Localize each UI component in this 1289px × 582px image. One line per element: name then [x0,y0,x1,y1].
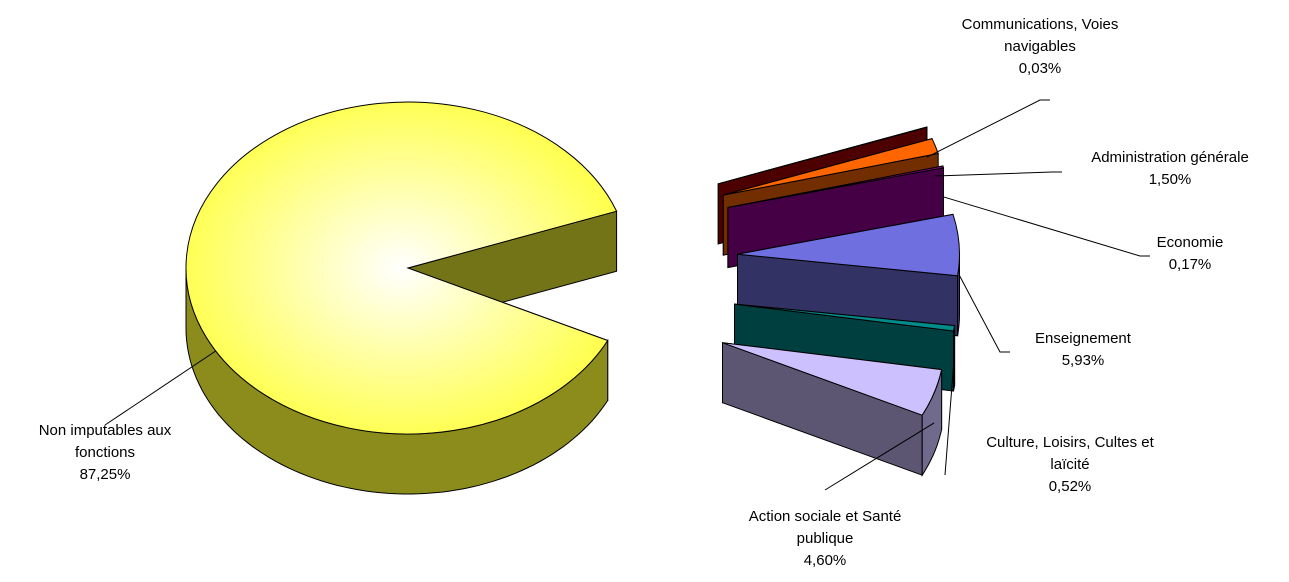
category-label: Enseignement [1035,330,1131,347]
value-label: 0,52% [1048,478,1092,495]
slice-label: Communications, Voies navigables 0,03% [940,14,1140,80]
slice-label: Action sociale et Santé publique 4,60% [740,506,910,572]
value-label: 1,50% [1148,171,1192,188]
leader-line [958,274,1010,353]
category-label: Action sociale et Santé publique [748,508,902,547]
value-label: 0,03% [1018,60,1062,77]
category-label: Administration générale [1091,149,1249,166]
leader-line [944,358,955,476]
slice-label: Administration générale 1,50% [1060,147,1280,191]
leader-line [935,171,1062,177]
leader-line [943,196,1150,257]
category-label: Culture, Loisirs, Cultes et laïcité [986,434,1154,473]
pie-slice [722,342,943,416]
value-label: 4,60% [803,552,847,569]
pie-slice [718,126,928,185]
slice-label: Culture, Loisirs, Cultes et laïcité 0,52% [965,432,1175,498]
category-label: Non imputables aux fonctions [38,422,172,461]
value-label: 87,25% [79,466,131,483]
pie-slice [734,303,956,332]
leader-line [104,350,216,426]
category-label: Economie [1156,234,1224,251]
slice-label: Economie 0,17% [1110,232,1270,276]
slice-label: Non imputables aux fonctions 87,25% [20,420,190,486]
pie-slice [737,213,960,277]
pie-slice [185,101,618,435]
category-label: Communications, Voies navigables [961,16,1119,55]
leader-line [824,422,935,491]
slice-label: Enseignement 5,93% [1003,328,1163,372]
pie-slice [723,137,939,196]
leader-line [926,99,1050,158]
value-label: 5,93% [1061,352,1105,369]
value-label: 0,17% [1168,256,1212,273]
pie-slice [727,165,945,209]
